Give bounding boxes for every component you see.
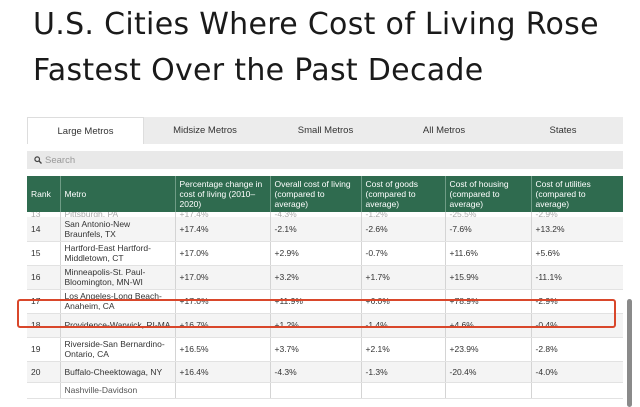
cell-rank: 15 bbox=[27, 241, 61, 266]
cell-goods: -0.7% bbox=[361, 241, 446, 266]
cell-metro: Minneapolis-St. Paul-Bloomington, MN-WI bbox=[60, 265, 176, 290]
search-icon bbox=[31, 156, 45, 164]
cell-rank: 14 bbox=[27, 217, 61, 242]
cell-overall: -2.1% bbox=[270, 217, 362, 242]
cell-goods: -1.3% bbox=[361, 361, 446, 383]
table-row: 18 Providence-Warwick, RI-MA +16.7% +1.2… bbox=[27, 313, 623, 338]
table-row: 19 Riverside-San Bernardino-Ontario, CA … bbox=[27, 337, 623, 362]
header-rank[interactable]: Rank bbox=[27, 176, 61, 212]
cell-percent-change: +17.4% bbox=[175, 217, 271, 242]
cell: 13 bbox=[27, 212, 61, 217]
cell-overall: +1.2% bbox=[270, 313, 362, 338]
cell: +17.4% bbox=[175, 212, 271, 217]
cell-utilities: -4.0% bbox=[531, 361, 623, 383]
data-table: Rank Metro Percentage change in cost of … bbox=[27, 176, 623, 407]
header-cost-of-housing[interactable]: Cost of housing (compared to average) bbox=[445, 176, 532, 212]
cell-metro: Buffalo-Cheektowaga, NY bbox=[60, 361, 176, 383]
cell-housing: -20.4% bbox=[445, 361, 532, 383]
tab-states[interactable]: States bbox=[549, 125, 577, 136]
tab-bar: Large Metros Midsize Metros Small Metros… bbox=[27, 117, 623, 144]
tab-large-metros[interactable]: Large Metros bbox=[27, 117, 144, 144]
cell: -4.3% bbox=[270, 212, 362, 217]
cell-overall: +11.9% bbox=[270, 289, 362, 314]
cell: Nashville-Davidson bbox=[60, 382, 176, 399]
cell: Pittsburgh, PA bbox=[60, 212, 176, 217]
cell-housing: +15.9% bbox=[445, 265, 532, 290]
cell-overall: +3.2% bbox=[270, 265, 362, 290]
table-row-highlighted: 17 Los Angeles-Long Beach-Anaheim, CA +1… bbox=[27, 289, 623, 314]
table-row: 13 Pittsburgh, PA +17.4% -4.3% -1.2% -25… bbox=[27, 212, 623, 217]
cell-goods: -1.4% bbox=[361, 313, 446, 338]
table-header-row: Rank Metro Percentage change in cost of … bbox=[27, 176, 623, 212]
search-input[interactable] bbox=[45, 151, 605, 169]
tab-midsize-metros[interactable]: Midsize Metros bbox=[173, 125, 237, 136]
header-overall-cost[interactable]: Overall cost of living (compared to aver… bbox=[270, 176, 362, 212]
cell-utilities: +13.2% bbox=[531, 217, 623, 242]
cell-utilities: -2.9% bbox=[531, 289, 623, 314]
cell-metro: San Antonio-New Braunfels, TX bbox=[60, 217, 176, 242]
cell-rank: 18 bbox=[27, 313, 61, 338]
header-cost-of-goods[interactable]: Cost of goods (compared to average) bbox=[361, 176, 446, 212]
cell-goods: +1.7% bbox=[361, 265, 446, 290]
table-row: 20 Buffalo-Cheektowaga, NY +16.4% -4.3% … bbox=[27, 361, 623, 383]
cell-percent-change: +17.0% bbox=[175, 241, 271, 266]
table-row: 14 San Antonio-New Braunfels, TX +17.4% … bbox=[27, 217, 623, 242]
cell-housing: +78.9% bbox=[445, 289, 532, 314]
tab-all-metros[interactable]: All Metros bbox=[422, 125, 466, 136]
cell bbox=[531, 382, 623, 399]
cell-metro: Hartford-East Hartford-Middletown, CT bbox=[60, 241, 176, 266]
cell-percent-change: +16.5% bbox=[175, 337, 271, 362]
page-title: U.S. Cities Where Cost of Living Rose Fa… bbox=[33, 7, 599, 88]
cell-housing: -7.6% bbox=[445, 217, 532, 242]
table-row: 16 Minneapolis-St. Paul-Bloomington, MN-… bbox=[27, 265, 623, 290]
cell-metro: Los Angeles-Long Beach-Anaheim, CA bbox=[60, 289, 176, 314]
cell-goods: +2.1% bbox=[361, 337, 446, 362]
table-row: 15 Hartford-East Hartford-Middletown, CT… bbox=[27, 241, 623, 266]
cell-goods: +6.0% bbox=[361, 289, 446, 314]
cell-overall: -4.3% bbox=[270, 361, 362, 383]
cell-percent-change: +17.0% bbox=[175, 265, 271, 290]
cell-percent-change: +16.7% bbox=[175, 313, 271, 338]
cell-rank: 17 bbox=[27, 289, 61, 314]
header-percentage-change[interactable]: Percentage change in cost of living (201… bbox=[175, 176, 271, 212]
cell-metro: Riverside-San Bernardino-Ontario, CA bbox=[60, 337, 176, 362]
search-bar bbox=[27, 151, 623, 169]
cell: -1.2% bbox=[361, 212, 446, 217]
cell-overall: +3.7% bbox=[270, 337, 362, 362]
table-row: Nashville-Davidson bbox=[27, 382, 623, 399]
cell bbox=[270, 382, 362, 399]
cell-percent-change: +17.0% bbox=[175, 289, 271, 314]
cell-goods: -2.6% bbox=[361, 217, 446, 242]
cell-rank: 16 bbox=[27, 265, 61, 290]
cell-utilities: +5.6% bbox=[531, 241, 623, 266]
cell: -2.9% bbox=[535, 212, 558, 217]
scrollbar-thumb[interactable] bbox=[627, 299, 632, 407]
cell-overall: +2.9% bbox=[270, 241, 362, 266]
cell-metro: Providence-Warwick, RI-MA bbox=[60, 313, 176, 338]
cell-percent-change: +16.4% bbox=[175, 361, 271, 383]
cell-utilities: -2.8% bbox=[531, 337, 623, 362]
cell bbox=[445, 382, 532, 399]
cell-utilities: -11.1% bbox=[531, 265, 623, 290]
cell-rank: 20 bbox=[27, 361, 61, 383]
cell-housing: +4.6% bbox=[445, 313, 532, 338]
cell bbox=[27, 382, 61, 399]
cell-housing: +23.9% bbox=[445, 337, 532, 362]
header-metro[interactable]: Metro bbox=[60, 176, 176, 212]
cell-housing: +11.6% bbox=[445, 241, 532, 266]
cell bbox=[361, 382, 446, 399]
tab-small-metros[interactable]: Small Metros bbox=[297, 125, 354, 136]
cell bbox=[175, 382, 271, 399]
header-cost-of-utilities[interactable]: Cost of utilities (compared to average) bbox=[531, 176, 623, 212]
cell-utilities: -0.4% bbox=[531, 313, 623, 338]
cell: -25.5% bbox=[445, 212, 532, 217]
cell-rank: 19 bbox=[27, 337, 61, 362]
